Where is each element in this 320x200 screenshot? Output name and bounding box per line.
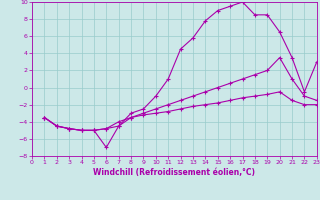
X-axis label: Windchill (Refroidissement éolien,°C): Windchill (Refroidissement éolien,°C) [93, 168, 255, 177]
